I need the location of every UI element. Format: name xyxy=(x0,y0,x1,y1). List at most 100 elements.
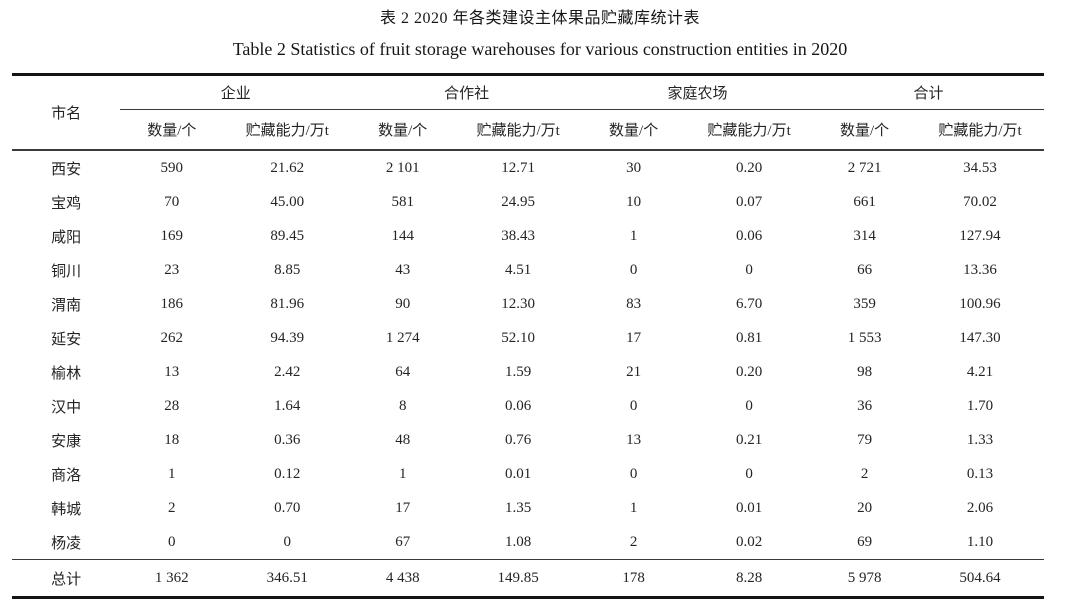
value-cell: 0.76 xyxy=(505,431,532,448)
value-cell: 147.30 xyxy=(959,329,1001,346)
value-cell: 12.30 xyxy=(501,295,536,312)
value-cell: 98 xyxy=(857,363,873,380)
table-row: 安康 18 0.36 48 0.76 13 0.21 79 1.33 xyxy=(12,423,1044,457)
value-cell: 0.06 xyxy=(735,227,763,244)
group-header-family-farm: 家庭农场 xyxy=(582,74,814,110)
value-cell: 21.62 xyxy=(270,159,305,176)
table-row: 汉中 28 1.64 8 0.06 0 0 36 1.70 xyxy=(12,389,1044,423)
sub-header-capacity: 贮藏能力/万t xyxy=(916,109,1044,151)
value-cell: 149.85 xyxy=(454,559,583,598)
value-cell: 13.36 xyxy=(963,261,997,278)
value-cell: 69 xyxy=(857,533,873,550)
value-cell: 169 xyxy=(160,227,184,244)
city-cell: 延安 xyxy=(51,331,82,348)
city-cell: 西安 xyxy=(51,161,82,178)
value-cell: 0 xyxy=(629,397,638,414)
value-cell: 18 xyxy=(164,431,180,448)
value-cell: 581 xyxy=(391,193,414,210)
value-cell: 127.94 xyxy=(959,227,1001,244)
city-cell: 宝鸡 xyxy=(51,195,82,212)
value-cell: 504.64 xyxy=(916,559,1044,598)
value-cell: 2.42 xyxy=(274,363,301,380)
value-cell: 0.20 xyxy=(735,159,763,176)
value-cell: 6.70 xyxy=(735,295,763,312)
value-cell: 89.45 xyxy=(270,227,305,244)
city-cell: 铜川 xyxy=(51,263,82,280)
group-header-enterprise: 企业 xyxy=(120,74,352,110)
total-row: 总计 1 362 346.51 4 438 149.85 178 8.28 5 978 504.… xyxy=(12,559,1044,598)
city-cell: 商洛 xyxy=(51,467,82,484)
value-cell: 590 xyxy=(160,159,184,176)
value-cell: 1.08 xyxy=(505,533,532,550)
value-cell: 0.70 xyxy=(274,499,301,516)
value-cell: 262 xyxy=(160,329,184,346)
table-row: 铜川 23 8.85 43 4.51 0 0 66 13.36 xyxy=(12,253,1044,287)
value-cell: 1 553 xyxy=(847,329,882,346)
value-cell: 12.71 xyxy=(501,159,536,176)
value-cell: 661 xyxy=(853,193,876,210)
city-cell: 总计 xyxy=(12,559,121,598)
value-cell: 48 xyxy=(395,431,411,448)
value-cell: 2 xyxy=(860,465,869,482)
table-row: 西安 590 21.62 2 101 12.71 30 0.20 2 721 34.53 xyxy=(12,150,1044,185)
value-cell: 2 101 xyxy=(385,159,420,176)
value-cell: 0.36 xyxy=(274,431,301,448)
group-header-row: 市名 企业 合作社 家庭农场 合计 xyxy=(12,74,1044,151)
city-cell: 杨凌 xyxy=(51,535,82,552)
value-cell: 70.02 xyxy=(963,193,997,210)
value-cell: 1.70 xyxy=(966,397,994,414)
value-cell: 30 xyxy=(626,159,642,176)
city-cell: 汉中 xyxy=(51,399,82,416)
value-cell: 66 xyxy=(857,261,873,278)
city-cell: 榆林 xyxy=(51,365,82,382)
table-header: 市名 企业 合作社 家庭农场 合计 数量/个 贮藏能力/万t 数量/个 贮藏能力… xyxy=(12,74,1044,151)
value-cell: 0 xyxy=(745,465,753,482)
value-cell: 1 274 xyxy=(385,329,420,346)
value-cell: 17 xyxy=(626,329,642,346)
sub-header-quantity: 数量/个 xyxy=(582,109,686,151)
group-header-cooperative: 合作社 xyxy=(351,74,583,110)
sub-header-quantity: 数量/个 xyxy=(813,109,917,151)
value-cell: 81.96 xyxy=(270,295,305,312)
sub-header-quantity: 数量/个 xyxy=(120,109,224,151)
value-cell: 28 xyxy=(164,397,180,414)
value-cell: 314 xyxy=(853,227,876,244)
value-cell: 52.10 xyxy=(501,329,536,346)
value-cell: 1.35 xyxy=(505,499,532,516)
value-cell: 2 xyxy=(629,533,638,550)
value-cell: 90 xyxy=(395,295,411,312)
value-cell: 94.39 xyxy=(270,329,305,346)
value-cell: 1 xyxy=(629,227,638,244)
value-cell: 1 362 xyxy=(120,559,224,598)
group-header-total: 合计 xyxy=(813,74,1044,110)
value-cell: 70 xyxy=(164,193,180,210)
sub-header-capacity: 贮藏能力/万t xyxy=(685,109,814,151)
value-cell: 45.00 xyxy=(270,193,305,210)
value-cell: 0.07 xyxy=(735,193,763,210)
value-cell: 0.20 xyxy=(735,363,763,380)
table-title-chinese: 表 2 2020 年各类建设主体果品贮藏库统计表 xyxy=(379,10,700,27)
value-cell: 1 xyxy=(168,465,176,482)
value-cell: 0 xyxy=(745,261,753,278)
city-cell: 咸阳 xyxy=(51,229,82,246)
value-cell: 83 xyxy=(626,295,642,312)
corner-header-city: 市名 xyxy=(12,74,121,151)
value-cell: 0.01 xyxy=(505,465,532,482)
city-cell: 渭南 xyxy=(51,297,82,314)
value-cell: 0.06 xyxy=(505,397,532,414)
statistics-table-wrapper: 市名 企业 合作社 家庭农场 合计 数量/个 贮藏能力/万t 数量/个 贮藏能力… xyxy=(12,73,1044,599)
value-cell: 0 xyxy=(745,397,753,414)
table-row: 咸阳 169 89.45 144 38.43 1 0.06 314 127.94 xyxy=(12,219,1044,253)
value-cell: 2.06 xyxy=(966,499,994,516)
value-cell: 1.64 xyxy=(274,397,301,414)
value-cell: 346.51 xyxy=(223,559,352,598)
value-cell: 0 xyxy=(629,261,638,278)
value-cell: 2 xyxy=(168,499,176,516)
table-row: 韩城 2 0.70 17 1.35 1 0.01 20 2.06 xyxy=(12,491,1044,525)
value-cell: 359 xyxy=(853,295,876,312)
value-cell: 144 xyxy=(391,227,414,244)
city-cell: 安康 xyxy=(51,433,82,450)
value-cell: 1 xyxy=(398,465,407,482)
value-cell: 24.95 xyxy=(501,193,536,210)
